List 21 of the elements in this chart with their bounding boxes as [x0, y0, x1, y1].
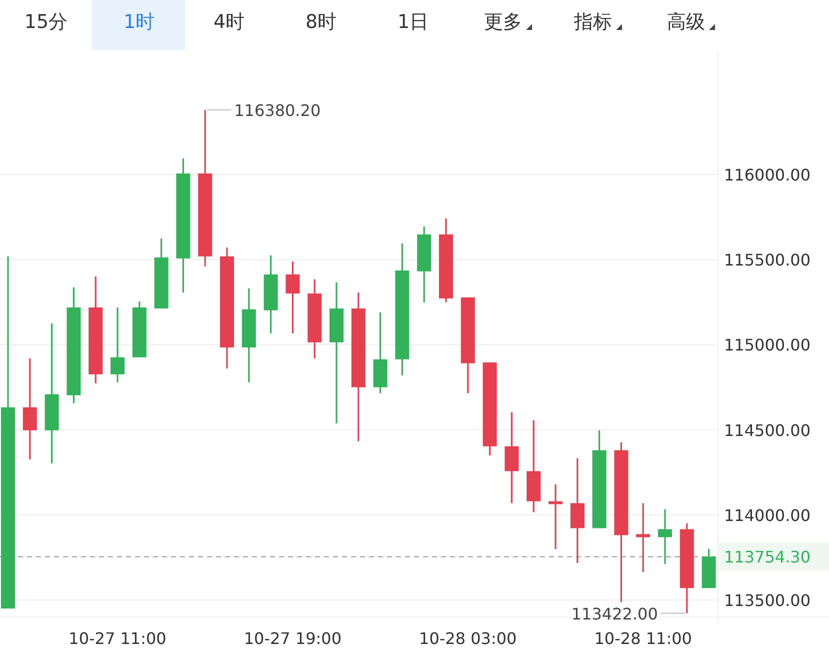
text: 1时 [123, 11, 155, 33]
y-tick-label: 113500.00 [724, 590, 811, 610]
ref-line-label: 113754.30 [724, 548, 811, 567]
y-tick-label: 115500.00 [724, 250, 811, 270]
text: 更多 [484, 11, 522, 33]
x-tick-label: 10-27 11:00 [68, 629, 166, 648]
y-tick-label: 114500.00 [724, 420, 811, 440]
text: 1日 [397, 11, 429, 33]
text: 高级 [667, 11, 705, 33]
x-tick-label: 10-27 19:00 [244, 629, 342, 648]
x-tick-label: 10-28 03:00 [419, 629, 517, 648]
y-tick-label: 116000.00 [724, 166, 811, 185]
y-tick-label: 115000.00 [724, 336, 811, 355]
text: 指标 [573, 11, 612, 33]
text: 8时 [305, 11, 337, 33]
x-tick-label: 10-28 11:00 [594, 629, 692, 648]
annotation: 113422.00 [571, 604, 658, 624]
text: 4时 [213, 11, 245, 33]
text: 15分 [24, 11, 68, 33]
y-tick-label: 114000.00 [724, 506, 811, 525]
annotation: 116380.20 [234, 100, 321, 120]
